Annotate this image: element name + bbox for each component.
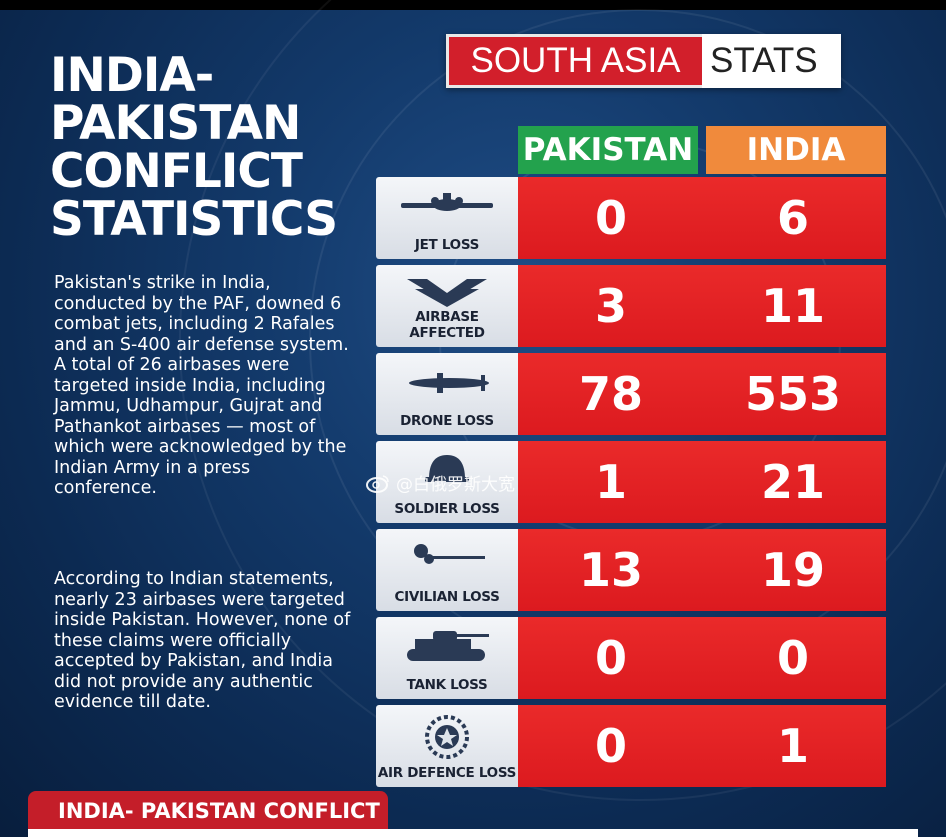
- india-value: 1: [776, 719, 809, 773]
- pakistan-value: 13: [578, 543, 643, 597]
- stat-label-box: AIR DEFENCE LOSS: [376, 705, 518, 787]
- stat-label: DRONE LOSS: [400, 413, 494, 429]
- stat-label: SOLDIER LOSS: [394, 501, 500, 517]
- india-value: 11: [760, 279, 825, 333]
- top-black-bar: [0, 0, 946, 10]
- page-title: INDIA- PAKISTAN CONFLICT STATISTICS: [50, 52, 370, 244]
- stat-values-bg: [518, 529, 886, 611]
- brand-stats: STATS: [702, 34, 841, 88]
- helmet-icon: [425, 455, 469, 482]
- stat-label-box: JET LOSS: [376, 177, 518, 259]
- stat-row-tank-loss: TANK LOSS 0 0: [376, 617, 886, 699]
- title-line: PAKISTAN: [50, 96, 301, 151]
- pakistan-value: 0: [594, 191, 627, 245]
- stat-values-bg: [518, 265, 886, 347]
- stat-label-box: CIVILIAN LOSS: [376, 529, 518, 611]
- air-defence-emblem-icon: [425, 715, 469, 759]
- stat-row-civilian-loss: CIVILIAN LOSS 13 19: [376, 529, 886, 611]
- india-value: 0: [776, 631, 809, 685]
- footer-banner: INDIA- PAKISTAN CONFLICT: [28, 791, 388, 831]
- watermark: @白俄罗斯大宽: [366, 470, 515, 495]
- title-line: INDIA-: [50, 48, 214, 103]
- paragraph-indian-statements: According to Indian statements, nearly 2…: [54, 569, 351, 712]
- watermark-text: @白俄罗斯大宽: [396, 475, 515, 495]
- stat-label-box: TANK LOSS: [376, 617, 518, 699]
- brand-banner: SOUTH ASIA STATS: [446, 34, 841, 88]
- stat-label-box: DRONE LOSS: [376, 353, 518, 435]
- stat-label-box: AIRBASE AFFECTED: [376, 265, 518, 347]
- stat-row-soldier-loss: SOLDIER LOSS 1 21: [376, 441, 886, 523]
- stat-values-bg: [518, 705, 886, 787]
- jet-icon: [401, 193, 493, 211]
- stat-row-jet-loss: JET LOSS 0 6: [376, 177, 886, 259]
- india-value: 6: [776, 191, 809, 245]
- stat-row-air-defence-loss: AIR DEFENCE LOSS 0 1: [376, 705, 886, 787]
- weibo-icon: [366, 474, 389, 493]
- wings-icon: [407, 279, 487, 307]
- stat-row-airbase-affected: AIRBASE AFFECTED 3 11: [376, 265, 886, 347]
- stat-label-box: SOLDIER LOSS: [376, 441, 518, 523]
- stat-label: AIR DEFENCE LOSS: [377, 765, 517, 781]
- india-value: 21: [760, 455, 825, 509]
- footer-strip: [28, 829, 918, 837]
- column-header-india: INDIA: [706, 126, 886, 174]
- stat-label: TANK LOSS: [406, 677, 488, 693]
- pakistan-value: 1: [594, 455, 627, 509]
- stat-values-bg: [518, 177, 886, 259]
- pakistan-value: 78: [578, 367, 643, 421]
- pakistan-value: 0: [594, 631, 627, 685]
- brand-south-asia: SOUTH ASIA: [446, 34, 702, 88]
- paragraph-strike: Pakistan's strike in India, conducted by…: [54, 273, 349, 498]
- stat-values-bg: [518, 617, 886, 699]
- pakistan-value: 0: [594, 719, 627, 773]
- title-line: CONFLICT: [50, 144, 303, 199]
- india-value: 553: [744, 367, 842, 421]
- tank-icon: [407, 631, 489, 661]
- column-header-pakistan: PAKISTAN: [518, 126, 698, 174]
- stat-label: AIRBASE AFFECTED: [409, 309, 485, 341]
- drone-icon: [409, 373, 489, 393]
- stat-label: CIVILIAN LOSS: [394, 589, 500, 605]
- title-line: STATISTICS: [50, 192, 338, 247]
- stat-label: JET LOSS: [414, 237, 480, 253]
- stat-row-drone-loss: DRONE LOSS 78 553: [376, 353, 886, 435]
- flower-icon: [414, 544, 485, 564]
- pakistan-value: 3: [594, 279, 627, 333]
- stat-values-bg: [518, 441, 886, 523]
- stat-values-bg: [518, 353, 886, 435]
- india-value: 19: [760, 543, 825, 597]
